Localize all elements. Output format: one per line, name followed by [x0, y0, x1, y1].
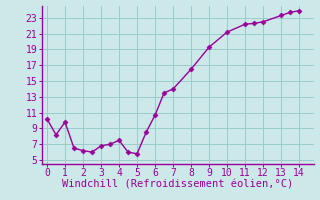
X-axis label: Windchill (Refroidissement éolien,°C): Windchill (Refroidissement éolien,°C): [62, 180, 293, 190]
